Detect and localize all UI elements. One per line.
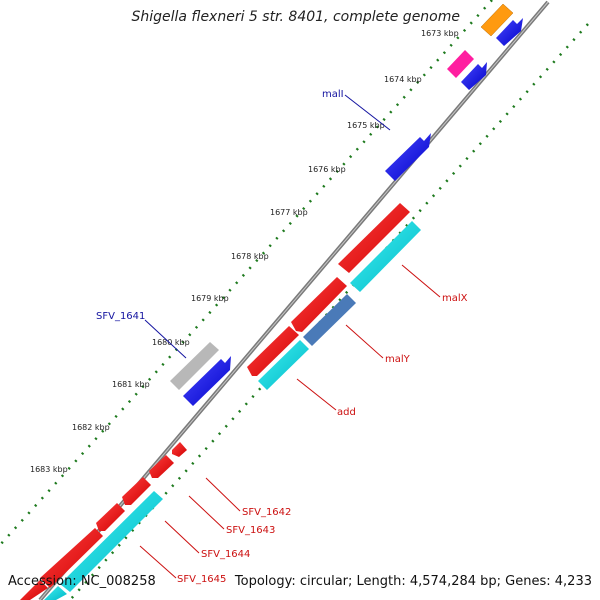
leader-SFV_1642 bbox=[206, 478, 240, 511]
leader-malX bbox=[402, 265, 440, 297]
leader-SFV_1644 bbox=[165, 521, 199, 553]
tick-label-1673: 1673 kbp bbox=[421, 29, 459, 38]
tick-label-1680: 1680 kbp bbox=[152, 338, 190, 347]
tick-label-1674: 1674 kbp bbox=[384, 75, 422, 84]
tick-label-1675: 1675 kbp bbox=[347, 121, 385, 130]
tick-label-1678: 1678 kbp bbox=[231, 252, 269, 261]
label-SFV_1641[interactable]: SFV_1641 bbox=[96, 311, 145, 322]
label-SFV_1643[interactable]: SFV_1643 bbox=[226, 525, 275, 536]
genome-stats: Topology: circular; Length: 4,574,284 bp… bbox=[235, 574, 592, 589]
gene-malI[interactable] bbox=[385, 133, 431, 181]
tick-label-1683: 1683 kbp bbox=[30, 465, 68, 474]
leader-add bbox=[297, 379, 336, 410]
label-SFV_1645[interactable]: SFV_1645 bbox=[177, 574, 226, 585]
tick-label-1679: 1679 kbp bbox=[191, 294, 229, 303]
label-SFV_1644[interactable]: SFV_1644 bbox=[201, 549, 250, 560]
leader-SFV_1643 bbox=[189, 496, 224, 529]
reverse-genes bbox=[20, 203, 421, 600]
label-add[interactable]: add bbox=[337, 407, 356, 418]
label-malX[interactable]: malX bbox=[442, 293, 468, 304]
accession-label: Accession: NC_008258 bbox=[8, 574, 156, 589]
tick-label-1682: 1682 kbp bbox=[72, 423, 110, 432]
label-SFV_1642[interactable]: SFV_1642 bbox=[242, 507, 291, 518]
tick-label-1676: 1676 kbp bbox=[308, 165, 346, 174]
leader-malY bbox=[346, 325, 383, 358]
tick-label-1681: 1681 kbp bbox=[112, 380, 150, 389]
tick-label-1677: 1677 kbp bbox=[270, 208, 308, 217]
label-malY[interactable]: malY bbox=[385, 354, 411, 365]
forward-genes bbox=[170, 4, 523, 406]
label-malI[interactable]: malI bbox=[322, 89, 344, 100]
genome-title: Shigella flexneri 5 str. 8401, complete … bbox=[131, 9, 460, 25]
